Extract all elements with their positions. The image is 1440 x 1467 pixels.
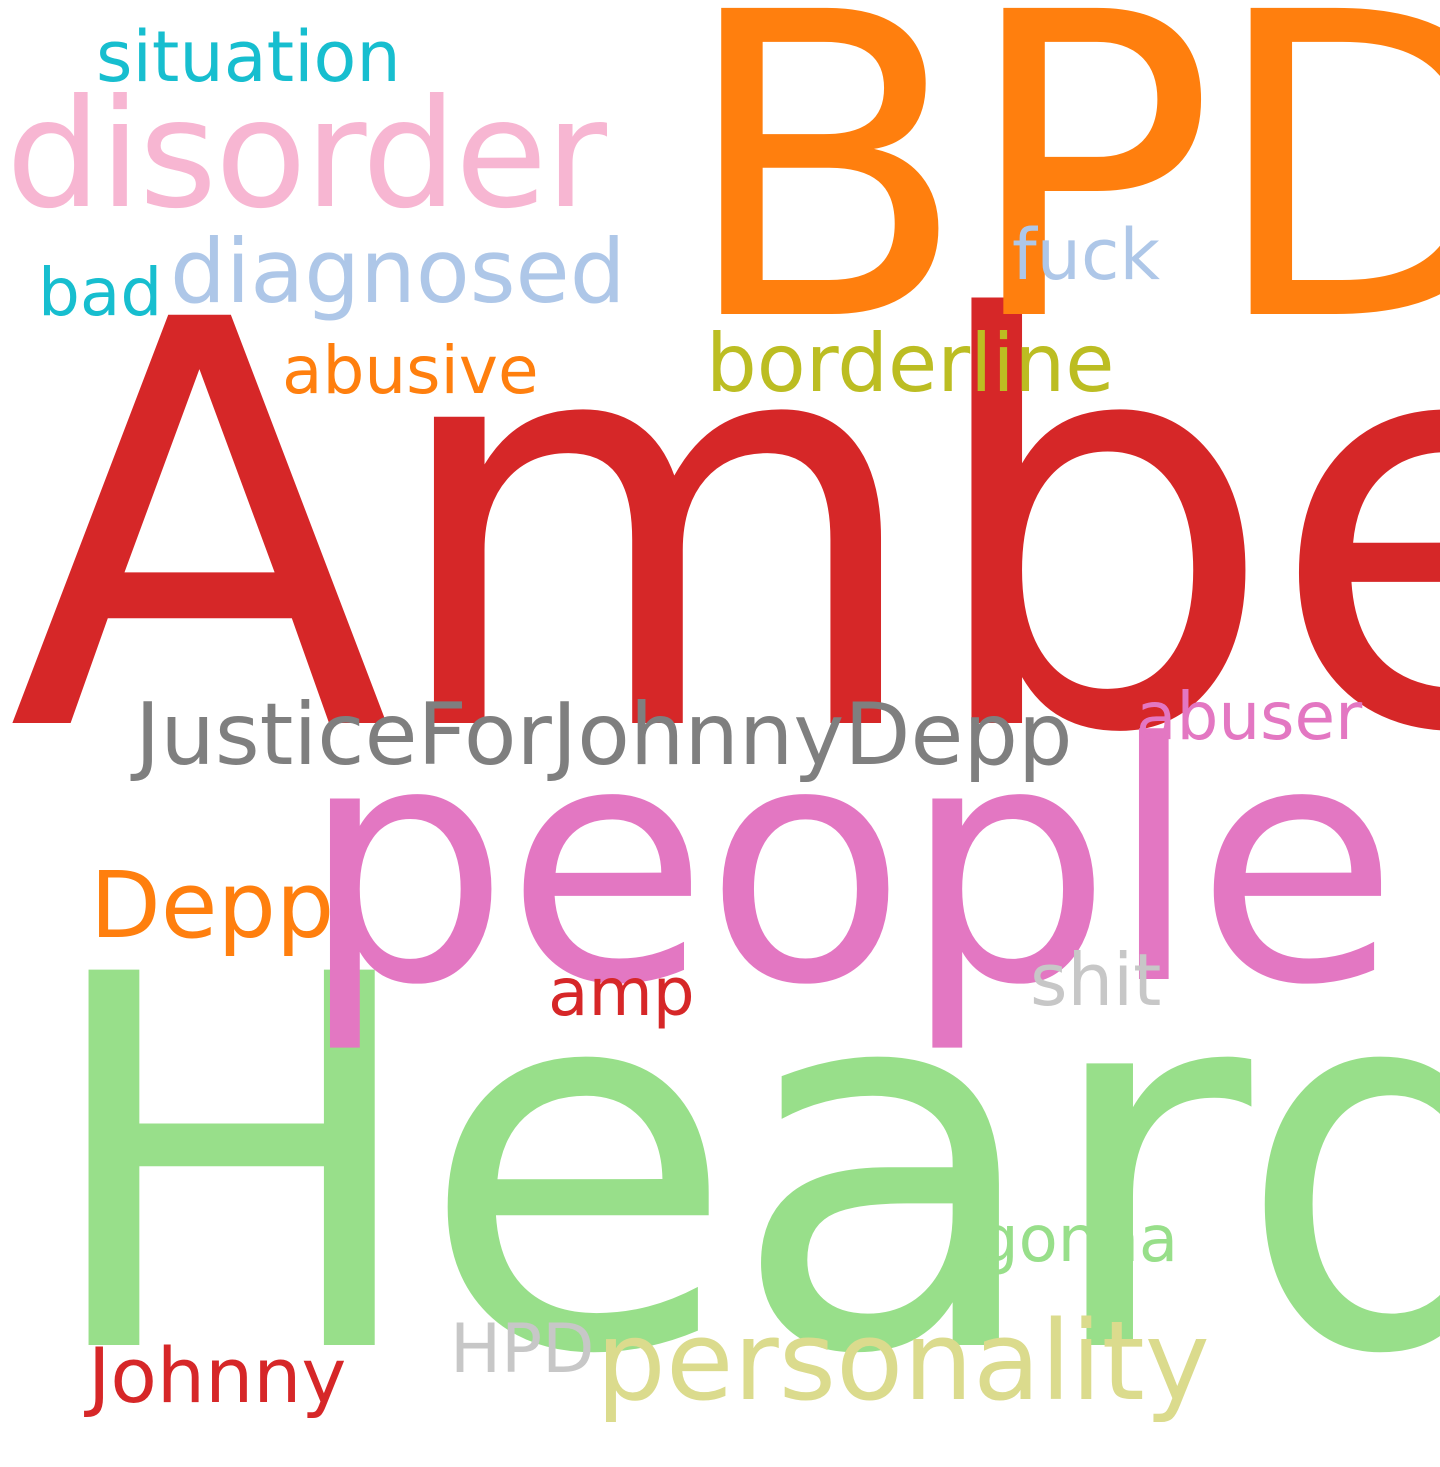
word-diagnosed: diagnosed bbox=[170, 220, 626, 323]
word-johnny: Johnny bbox=[88, 1331, 347, 1420]
word-disorder: disorder bbox=[6, 68, 607, 242]
word-people: people bbox=[300, 673, 1399, 1057]
word-gonna: gonna bbox=[978, 1203, 1179, 1277]
word-abusive: abusive bbox=[282, 332, 539, 409]
word-fuck: fuck bbox=[1012, 214, 1161, 296]
word-hpd: HPD bbox=[450, 1310, 595, 1389]
word-personality: personality bbox=[596, 1297, 1210, 1425]
word-amber: Amber bbox=[8, 204, 1440, 856]
word-amp: amp bbox=[548, 954, 695, 1031]
word-shit: shit bbox=[1030, 938, 1162, 1022]
word-justice-for-johnny-depp: JusticeForJohnnyDepp bbox=[135, 685, 1073, 785]
word-bad: bad bbox=[38, 254, 163, 331]
word-borderline: borderline bbox=[706, 317, 1115, 410]
word-situation: situation bbox=[96, 16, 401, 98]
word-bpd: BPD bbox=[680, 0, 1440, 414]
word-depp: Depp bbox=[90, 852, 335, 959]
word-heard: Heard bbox=[38, 868, 1440, 1467]
word-abuser: abuser bbox=[1136, 678, 1363, 755]
